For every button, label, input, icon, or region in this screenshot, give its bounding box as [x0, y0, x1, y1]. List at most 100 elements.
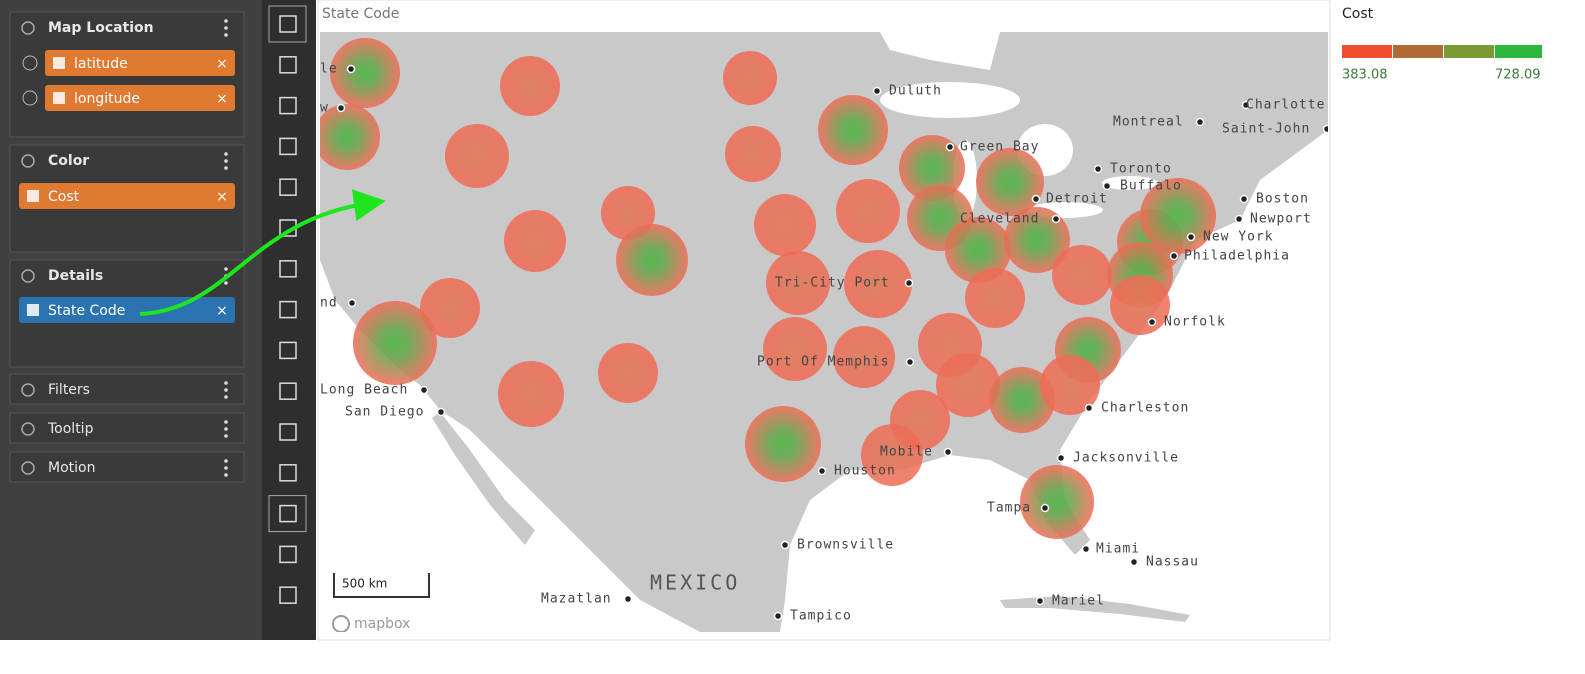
menu-dot[interactable]	[224, 420, 228, 424]
section-panel	[9, 451, 245, 483]
state-bubble[interactable]	[500, 56, 560, 116]
state-bubble[interactable]	[976, 148, 1044, 216]
city-dot	[905, 357, 915, 367]
tool-button[interactable]	[279, 137, 297, 156]
menu-dot[interactable]	[224, 473, 228, 477]
tool-button[interactable]	[279, 504, 297, 523]
field-pill[interactable]	[45, 85, 235, 111]
state-bubble[interactable]	[1110, 275, 1170, 335]
state-bubble[interactable]	[598, 343, 658, 403]
remove-field[interactable]: ×	[216, 303, 228, 319]
menu-dot[interactable]	[224, 152, 228, 156]
field-type-icon	[53, 92, 65, 104]
menu-dot[interactable]	[224, 159, 228, 163]
city-dot	[1234, 214, 1244, 224]
tool-button[interactable]	[279, 15, 297, 33]
menu-dot[interactable]	[224, 381, 228, 385]
state-bubble[interactable]	[1040, 355, 1100, 415]
field-label: Cost	[48, 189, 80, 205]
state-bubble[interactable]	[353, 301, 437, 385]
state-bubble[interactable]	[1004, 207, 1070, 273]
state-bubble[interactable]	[945, 217, 1011, 283]
state-bubble[interactable]	[745, 406, 821, 482]
state-bubble[interactable]	[754, 194, 816, 256]
tool-button[interactable]	[279, 423, 297, 441]
menu-dot[interactable]	[224, 267, 228, 271]
remove-field[interactable]: ×	[216, 56, 228, 72]
city-label: Duluth	[889, 84, 942, 99]
menu-dot[interactable]	[224, 19, 228, 23]
city-label: Cleveland	[960, 212, 1039, 227]
menu-dot[interactable]	[224, 459, 228, 463]
menu-dot[interactable]	[224, 281, 228, 285]
state-bubble[interactable]	[899, 135, 965, 201]
state-bubble[interactable]	[330, 38, 400, 108]
section-title: Details	[48, 268, 103, 284]
state-bubble[interactable]	[1052, 245, 1112, 305]
city-label: New York	[1203, 230, 1274, 245]
tool-button[interactable]	[279, 56, 297, 74]
state-bubble[interactable]	[314, 104, 380, 170]
state-bubble[interactable]	[989, 367, 1055, 433]
field-icon	[22, 90, 38, 106]
remove-field[interactable]: ×	[216, 189, 228, 205]
state-bubble[interactable]	[936, 353, 1000, 417]
state-bubble[interactable]	[861, 424, 923, 486]
state-bubble[interactable]	[616, 224, 688, 296]
field-type-icon	[27, 304, 39, 316]
menu-dot[interactable]	[224, 388, 228, 392]
menu-dot[interactable]	[224, 466, 228, 470]
section-icon	[21, 269, 35, 283]
city-dot	[623, 594, 633, 604]
menu-dot[interactable]	[224, 166, 228, 170]
state-bubble[interactable]	[445, 124, 509, 188]
state-bubble[interactable]	[723, 51, 777, 105]
tool-button[interactable]	[279, 260, 297, 278]
menu-dot[interactable]	[224, 434, 228, 438]
state-bubble[interactable]	[504, 210, 566, 272]
state-bubble[interactable]	[763, 317, 827, 381]
attribution: mapbox	[354, 616, 410, 632]
state-bubble[interactable]	[420, 278, 480, 338]
city-label: Philadelphia	[1184, 249, 1290, 264]
state-bubble[interactable]	[498, 361, 564, 427]
section-panel	[9, 373, 245, 405]
city-label: Charlotte	[1246, 98, 1325, 113]
tool-button[interactable]	[279, 300, 297, 319]
menu-dot[interactable]	[224, 33, 228, 37]
state-bubble[interactable]	[833, 326, 895, 388]
field-pill[interactable]	[45, 50, 235, 76]
section-icon	[21, 461, 35, 475]
tool-button[interactable]	[279, 586, 297, 604]
tool-button[interactable]	[279, 341, 297, 360]
menu-dot[interactable]	[224, 26, 228, 30]
state-bubble[interactable]	[766, 251, 830, 315]
section-title: Map Location	[48, 20, 154, 36]
map-title: State Code	[322, 6, 399, 22]
city-label: Norfolk	[1164, 315, 1226, 330]
state-bubble[interactable]	[818, 95, 888, 165]
city-label: Tri-City Port	[775, 276, 890, 291]
city-label: Tampico	[790, 609, 852, 624]
tool-button[interactable]	[279, 178, 297, 196]
state-bubble[interactable]	[836, 179, 900, 243]
state-bubble[interactable]	[1140, 178, 1216, 254]
city-label: Houston	[834, 464, 896, 479]
region-label: MEXICO	[650, 571, 740, 595]
state-bubble[interactable]	[725, 126, 781, 182]
menu-dot[interactable]	[224, 427, 228, 431]
menu-dot[interactable]	[224, 395, 228, 399]
city-dot	[336, 103, 346, 113]
state-bubble[interactable]	[844, 250, 912, 318]
tool-button[interactable]	[279, 96, 297, 115]
state-bubble[interactable]	[965, 268, 1025, 328]
state-bubble[interactable]	[1020, 465, 1094, 539]
tool-button[interactable]	[279, 382, 297, 400]
tool-button[interactable]	[279, 464, 297, 482]
city-dot	[436, 407, 446, 417]
field-pill[interactable]	[19, 183, 235, 209]
remove-field[interactable]: ×	[216, 91, 228, 107]
tool-button[interactable]	[279, 545, 297, 564]
city-label: w	[320, 101, 329, 116]
